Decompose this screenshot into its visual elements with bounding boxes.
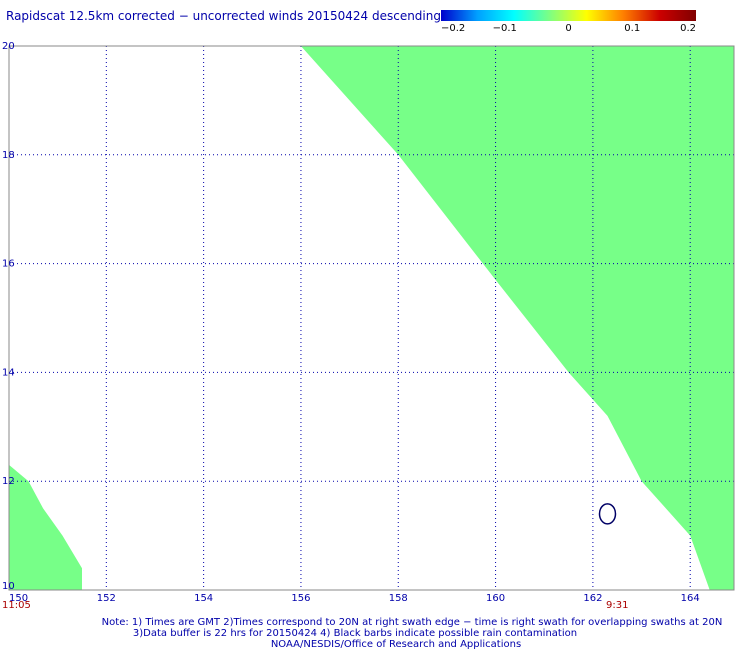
- y-tick-label: 14: [2, 367, 15, 378]
- x-tick-label: 156: [291, 593, 310, 604]
- swath-fill: [9, 464, 82, 590]
- x-tick-label: 152: [97, 593, 116, 604]
- colorbar-labels: −0.2 −0.1 0 0.1 0.2: [441, 23, 696, 34]
- colorbar-label: 0.2: [680, 23, 696, 34]
- colorbar-label: −0.1: [493, 23, 517, 34]
- swath-fill: [300, 46, 734, 590]
- grid-layer: [9, 46, 734, 590]
- y-tick-label: 20: [2, 41, 15, 52]
- note-line-1: Note: 1) Times are GMT 2)Times correspon…: [102, 617, 723, 628]
- y-tick-label: 18: [2, 150, 15, 161]
- note-line-3: NOAA/NESDIS/Office of Research and Appli…: [271, 639, 521, 650]
- colorbar-label: 0.1: [624, 23, 640, 34]
- y-tick-label: 12: [2, 476, 15, 487]
- colorbar-gradient: [441, 10, 696, 21]
- x-tick-label: 154: [194, 593, 213, 604]
- colorbar-label: 0: [565, 23, 571, 34]
- plot-frame: [8, 45, 735, 591]
- plot-border: [8, 45, 735, 591]
- time-label-right: 9:31: [606, 600, 628, 611]
- x-tick-label: 160: [486, 593, 505, 604]
- colorbar: [441, 10, 696, 21]
- time-label-left: 11:05: [2, 600, 31, 611]
- x-tick-label: 158: [389, 593, 408, 604]
- note-line-2: 3)Data buffer is 22 hrs for 20150424 4) …: [133, 628, 577, 639]
- chart-title: Rapidscat 12.5km corrected − uncorrected…: [6, 9, 441, 23]
- swath-fill-layer: [9, 46, 734, 590]
- colorbar-label: −0.2: [441, 23, 465, 34]
- x-tick-label: 162: [583, 593, 602, 604]
- x-tick-label: 164: [681, 593, 700, 604]
- y-tick-label: 16: [2, 259, 15, 270]
- y-tick-label: 10: [2, 581, 15, 592]
- contour-layer: [598, 503, 617, 525]
- contour-line: [598, 503, 617, 525]
- x-tick-label: 150: [9, 593, 28, 604]
- tick-labels: 150 152 154 156 158 160 162 164 10 12 14 16 18 20: [2, 41, 700, 604]
